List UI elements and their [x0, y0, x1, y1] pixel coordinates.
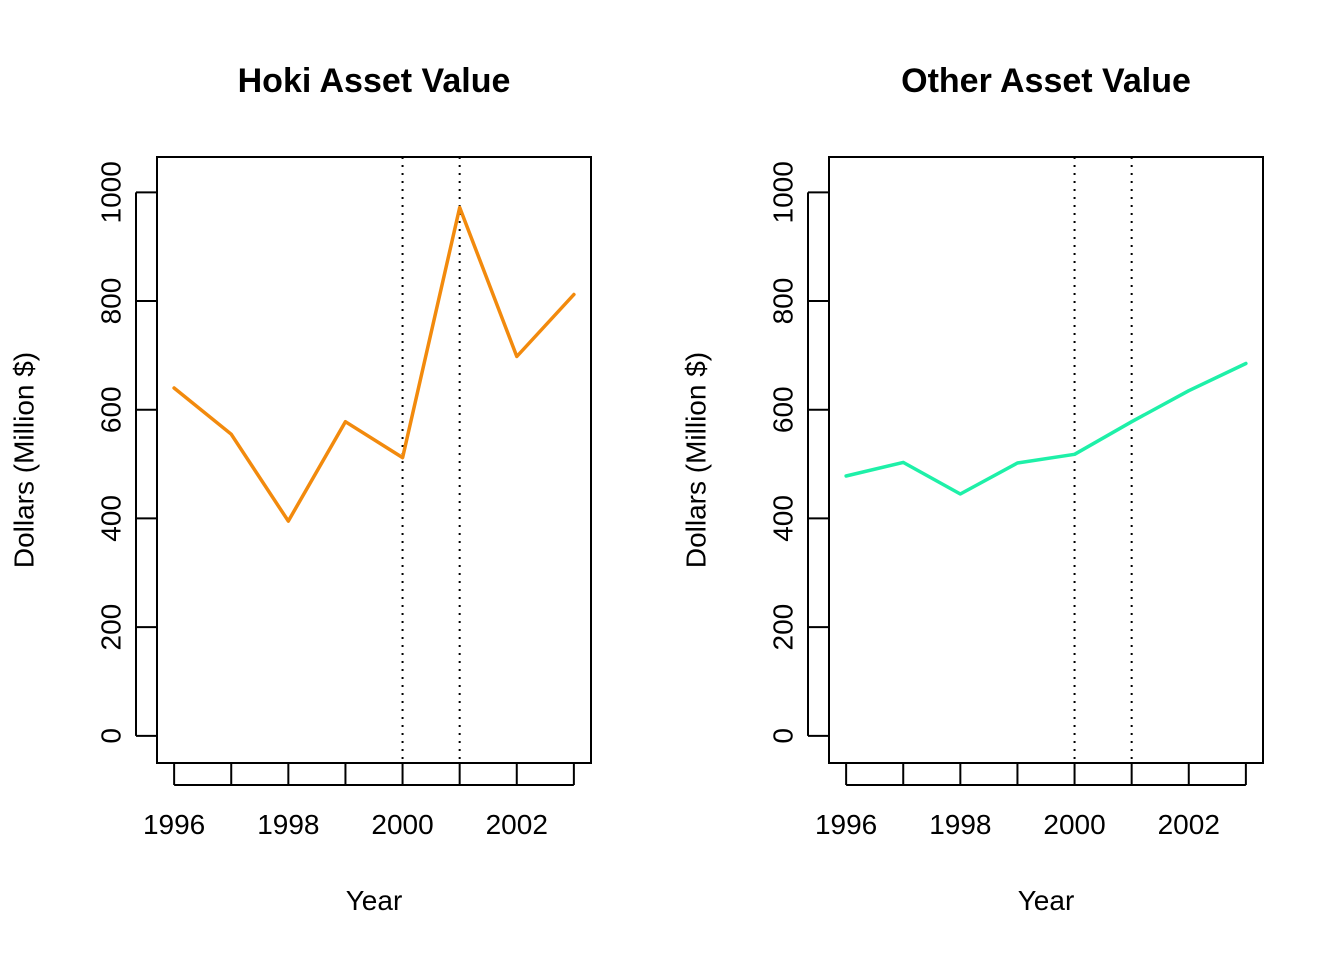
- y-tick-label: 800: [768, 278, 799, 325]
- x-tick-label: 2002: [486, 809, 548, 840]
- x-axis-label: Year: [1018, 885, 1075, 916]
- x-tick-label: 1996: [815, 809, 877, 840]
- x-tick-label: 2000: [371, 809, 433, 840]
- y-tick-label: 200: [768, 604, 799, 651]
- chart-title: Other Asset Value: [901, 62, 1191, 100]
- y-tick-label: 1000: [96, 161, 127, 223]
- chart-title: Hoki Asset Value: [238, 62, 511, 100]
- y-axis-label: Dollars (Million $): [681, 352, 712, 568]
- x-tick-label: 2002: [1158, 809, 1220, 840]
- y-tick-label: 800: [96, 278, 127, 325]
- y-axis-label: Dollars (Million $): [9, 352, 40, 568]
- y-tick-label: 600: [768, 386, 799, 433]
- y-tick-label: 400: [96, 495, 127, 542]
- x-tick-label: 1998: [929, 809, 991, 840]
- y-tick-label: 200: [96, 604, 127, 651]
- y-tick-label: 600: [96, 386, 127, 433]
- x-tick-label: 2000: [1043, 809, 1105, 840]
- y-tick-label: 400: [768, 495, 799, 542]
- plot-frame: [156, 156, 592, 764]
- y-tick-label: 1000: [768, 161, 799, 223]
- x-axis-label: Year: [346, 885, 403, 916]
- series-line: [844, 361, 1248, 496]
- x-tick-label: 1996: [143, 809, 205, 840]
- x-tick-label: 1998: [257, 809, 319, 840]
- plot-frame: [828, 156, 1264, 764]
- series-line: [172, 205, 576, 523]
- y-tick-label: 0: [768, 728, 799, 744]
- y-tick-label: 0: [96, 728, 127, 744]
